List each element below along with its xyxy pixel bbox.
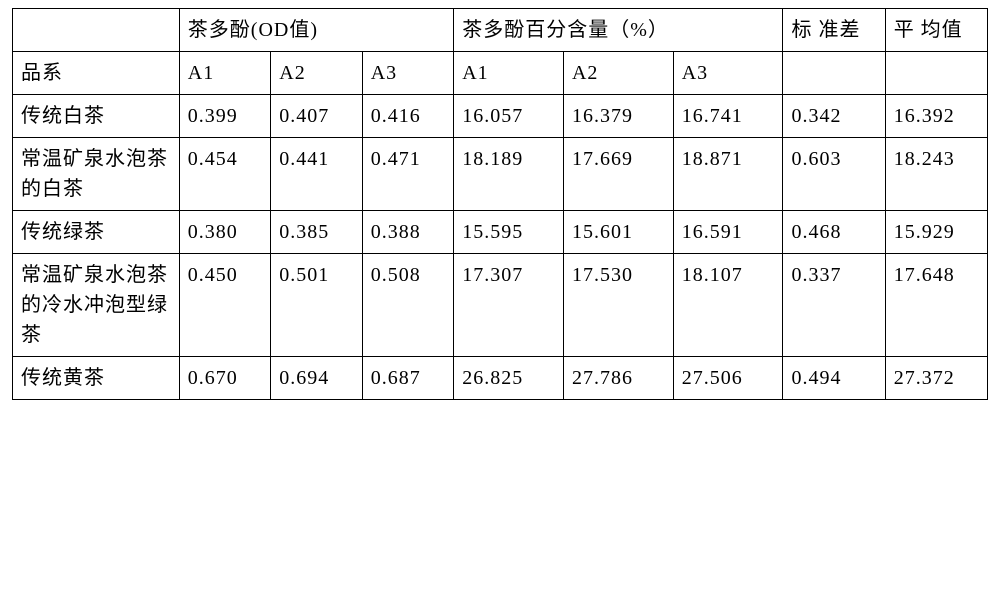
cell-od-a3: 0.471 bbox=[362, 138, 453, 211]
subheader-std-empty bbox=[783, 52, 885, 95]
row-label: 传统绿茶 bbox=[13, 211, 180, 254]
cell-pct-a1: 18.189 bbox=[454, 138, 564, 211]
cell-pct-a2: 17.669 bbox=[563, 138, 673, 211]
cell-od-a2: 0.501 bbox=[271, 254, 362, 357]
cell-pct-a3: 27.506 bbox=[673, 357, 783, 400]
header-row-2: 品系 A1 A2 A3 A1 A2 A3 bbox=[13, 52, 988, 95]
cell-od-a3: 0.687 bbox=[362, 357, 453, 400]
cell-std: 0.342 bbox=[783, 95, 885, 138]
cell-od-a1: 0.670 bbox=[179, 357, 270, 400]
cell-pct-a1: 16.057 bbox=[454, 95, 564, 138]
cell-avg: 17.648 bbox=[885, 254, 987, 357]
cell-std: 0.468 bbox=[783, 211, 885, 254]
header-avg: 平 均值 bbox=[885, 9, 987, 52]
cell-avg: 27.372 bbox=[885, 357, 987, 400]
cell-od-a3: 0.508 bbox=[362, 254, 453, 357]
cell-avg: 16.392 bbox=[885, 95, 987, 138]
header-row-1: 茶多酚(OD值) 茶多酚百分含量（%） 标 准差 平 均值 bbox=[13, 9, 988, 52]
cell-od-a2: 0.694 bbox=[271, 357, 362, 400]
table-row: 传统白茶 0.399 0.407 0.416 16.057 16.379 16.… bbox=[13, 95, 988, 138]
cell-od-a3: 0.388 bbox=[362, 211, 453, 254]
tea-polyphenol-table: 茶多酚(OD值) 茶多酚百分含量（%） 标 准差 平 均值 品系 A1 A2 A… bbox=[12, 8, 988, 400]
cell-std: 0.603 bbox=[783, 138, 885, 211]
header-std: 标 准差 bbox=[783, 9, 885, 52]
cell-od-a1: 0.380 bbox=[179, 211, 270, 254]
subheader-od-a2: A2 bbox=[271, 52, 362, 95]
cell-od-a3: 0.416 bbox=[362, 95, 453, 138]
cell-pct-a1: 17.307 bbox=[454, 254, 564, 357]
cell-od-a1: 0.454 bbox=[179, 138, 270, 211]
cell-od-a2: 0.385 bbox=[271, 211, 362, 254]
row-label: 传统黄茶 bbox=[13, 357, 180, 400]
table-row: 常温矿泉水泡茶的白茶 0.454 0.441 0.471 18.189 17.6… bbox=[13, 138, 988, 211]
subheader-label: 品系 bbox=[13, 52, 180, 95]
row-label: 传统白茶 bbox=[13, 95, 180, 138]
row-label: 常温矿泉水泡茶的冷水冲泡型绿茶 bbox=[13, 254, 180, 357]
cell-pct-a2: 27.786 bbox=[563, 357, 673, 400]
cell-od-a1: 0.399 bbox=[179, 95, 270, 138]
table-row: 传统绿茶 0.380 0.385 0.388 15.595 15.601 16.… bbox=[13, 211, 988, 254]
subheader-pct-a2: A2 bbox=[563, 52, 673, 95]
cell-od-a2: 0.407 bbox=[271, 95, 362, 138]
cell-pct-a3: 18.871 bbox=[673, 138, 783, 211]
cell-pct-a3: 16.741 bbox=[673, 95, 783, 138]
cell-pct-a2: 17.530 bbox=[563, 254, 673, 357]
header-pct-group: 茶多酚百分含量（%） bbox=[454, 9, 783, 52]
cell-pct-a2: 16.379 bbox=[563, 95, 673, 138]
header-empty-cell bbox=[13, 9, 180, 52]
cell-std: 0.337 bbox=[783, 254, 885, 357]
cell-pct-a1: 15.595 bbox=[454, 211, 564, 254]
cell-avg: 15.929 bbox=[885, 211, 987, 254]
cell-pct-a2: 15.601 bbox=[563, 211, 673, 254]
subheader-pct-a3: A3 bbox=[673, 52, 783, 95]
tea-polyphenol-table-container: 茶多酚(OD值) 茶多酚百分含量（%） 标 准差 平 均值 品系 A1 A2 A… bbox=[0, 0, 1000, 598]
cell-pct-a3: 16.591 bbox=[673, 211, 783, 254]
subheader-pct-a1: A1 bbox=[454, 52, 564, 95]
subheader-avg-empty bbox=[885, 52, 987, 95]
subheader-od-a3: A3 bbox=[362, 52, 453, 95]
table-row: 传统黄茶 0.670 0.694 0.687 26.825 27.786 27.… bbox=[13, 357, 988, 400]
subheader-od-a1: A1 bbox=[179, 52, 270, 95]
cell-od-a2: 0.441 bbox=[271, 138, 362, 211]
header-od-group: 茶多酚(OD值) bbox=[179, 9, 453, 52]
cell-pct-a3: 18.107 bbox=[673, 254, 783, 357]
table-row: 常温矿泉水泡茶的冷水冲泡型绿茶 0.450 0.501 0.508 17.307… bbox=[13, 254, 988, 357]
cell-pct-a1: 26.825 bbox=[454, 357, 564, 400]
cell-od-a1: 0.450 bbox=[179, 254, 270, 357]
row-label: 常温矿泉水泡茶的白茶 bbox=[13, 138, 180, 211]
cell-avg: 18.243 bbox=[885, 138, 987, 211]
cell-std: 0.494 bbox=[783, 357, 885, 400]
